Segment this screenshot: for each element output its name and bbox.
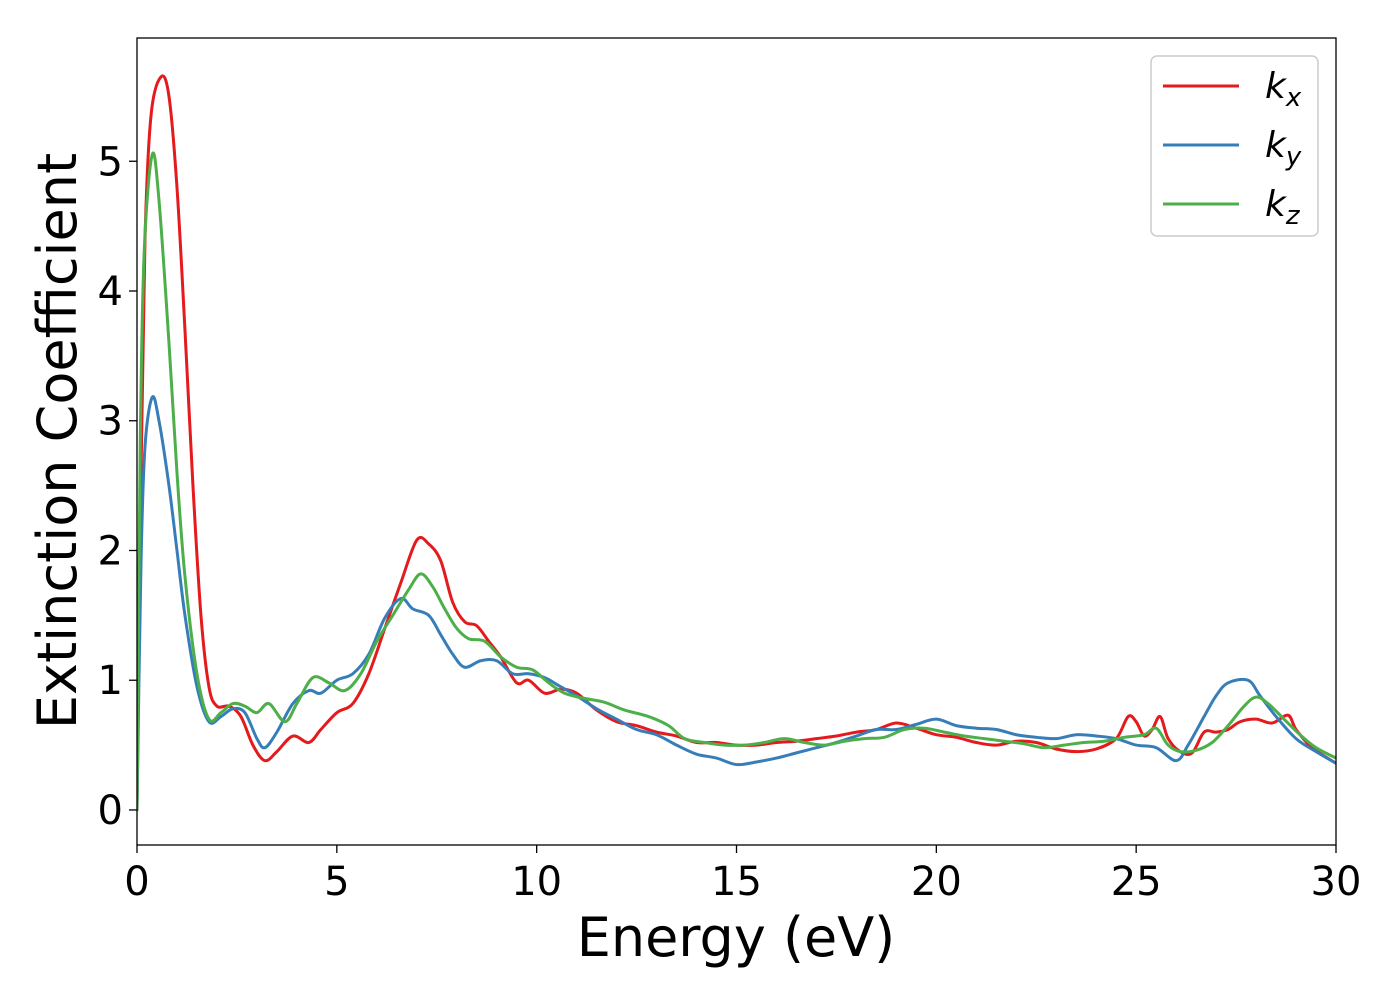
legend-label-z: kz xyxy=(1265,184,1301,231)
y-tick-label: 4 xyxy=(98,269,123,315)
legend-label-x: kx xyxy=(1265,66,1302,113)
y-tick-label: 5 xyxy=(98,139,123,185)
x-axis-label: Energy (eV) xyxy=(577,906,896,969)
y-tick-label: 0 xyxy=(98,788,123,834)
x-tick-label: 10 xyxy=(511,859,562,905)
x-tick-label: 30 xyxy=(1311,859,1362,905)
legend: kx ky kz xyxy=(1150,55,1319,237)
y-tick-label: 1 xyxy=(98,658,123,704)
x-tick-label: 25 xyxy=(1111,859,1162,905)
x-tick-label: 5 xyxy=(324,859,349,905)
series-line-k-y xyxy=(137,395,1336,812)
series-line-k-z xyxy=(137,151,1336,812)
x-tick-label: 0 xyxy=(124,859,149,905)
y-axis-label: Extinction Coefficient xyxy=(26,153,89,729)
x-tick-label: 20 xyxy=(911,859,962,905)
legend-label-y: ky xyxy=(1265,125,1302,172)
plot-lines xyxy=(137,74,1336,812)
y-tick-label: 3 xyxy=(98,399,123,445)
y-tick-label: 2 xyxy=(98,528,123,574)
x-tick-label: 15 xyxy=(711,859,762,905)
axes: 0 5 10 15 20 25 30 0 1 2 3 4 5 xyxy=(98,37,1362,905)
